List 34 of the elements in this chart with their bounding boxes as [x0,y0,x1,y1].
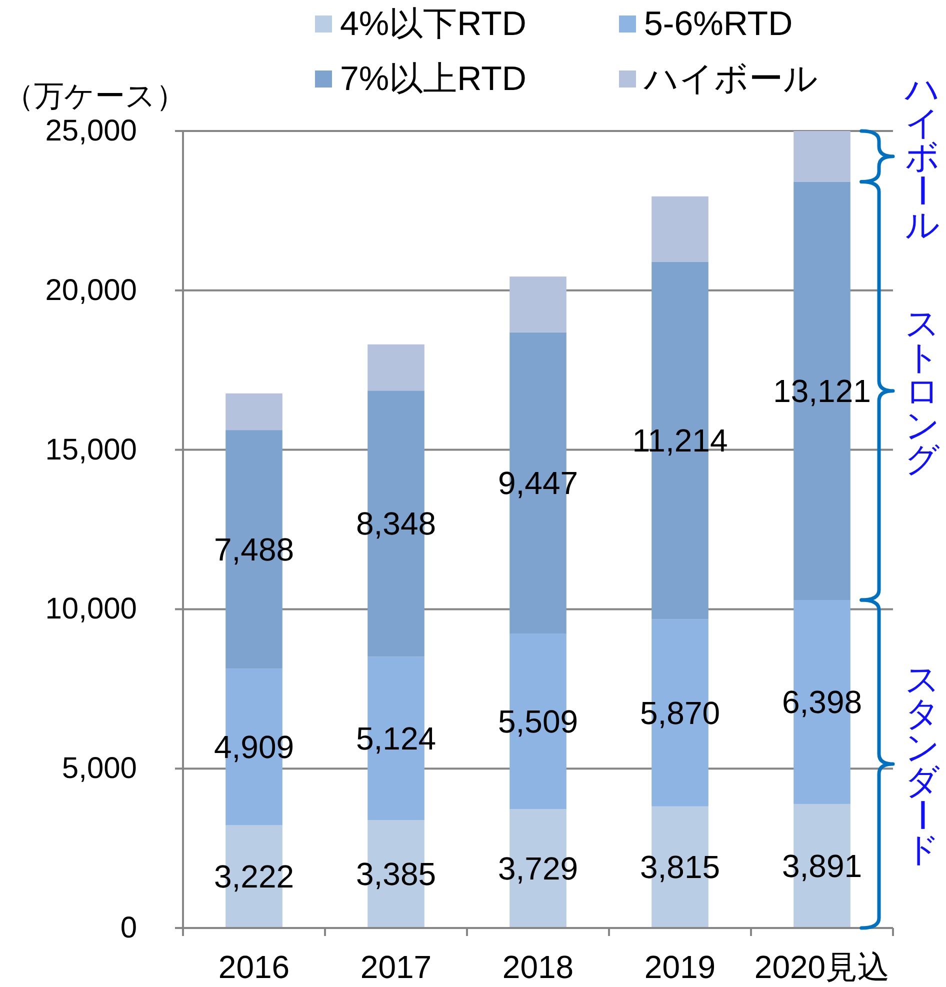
x-tick-label: 2019 [644,949,716,985]
y-tick-label: 10,000 [45,592,137,626]
data-label: 4,909 [214,729,294,766]
bar [510,276,566,332]
y-tick-label: 5,000 [62,752,137,786]
data-label: 3,385 [356,856,436,892]
data-label: 6,398 [782,684,862,720]
bar [368,344,424,391]
x-tick-label: 2016 [218,949,290,985]
legend-label: ハイボール [643,60,818,98]
bar [226,393,282,430]
text: ハイボール [902,70,940,245]
legend-label: 7%以上RTD [340,60,526,98]
data-label: 3,222 [214,858,294,895]
data-label: 5,870 [640,694,720,731]
text: スタンダード [902,661,940,870]
legend-label: 4%以下RTD [340,5,526,43]
y-tick-label: 0 [120,912,137,944]
x-tick-label: 2020見込 [754,949,890,985]
data-label: 5,124 [356,720,436,756]
x-tick-label: 2017 [360,949,432,985]
text: ストロング [905,305,940,480]
y-tick-label: 15,000 [45,433,137,466]
data-label: 3,891 [782,848,862,884]
data-label: 5,509 [498,703,578,740]
x-tick-label: 2018 [502,949,574,985]
y-tick-label: 25,000 [45,114,137,148]
data-label: 3,729 [498,850,578,887]
data-label: 3,815 [640,849,720,886]
y-axis-title: （万ケース） [4,80,186,113]
bar [794,131,850,182]
legend-label: 5-6%RTD [644,5,793,43]
y-tick-label: 20,000 [45,274,137,307]
bar [652,196,708,262]
